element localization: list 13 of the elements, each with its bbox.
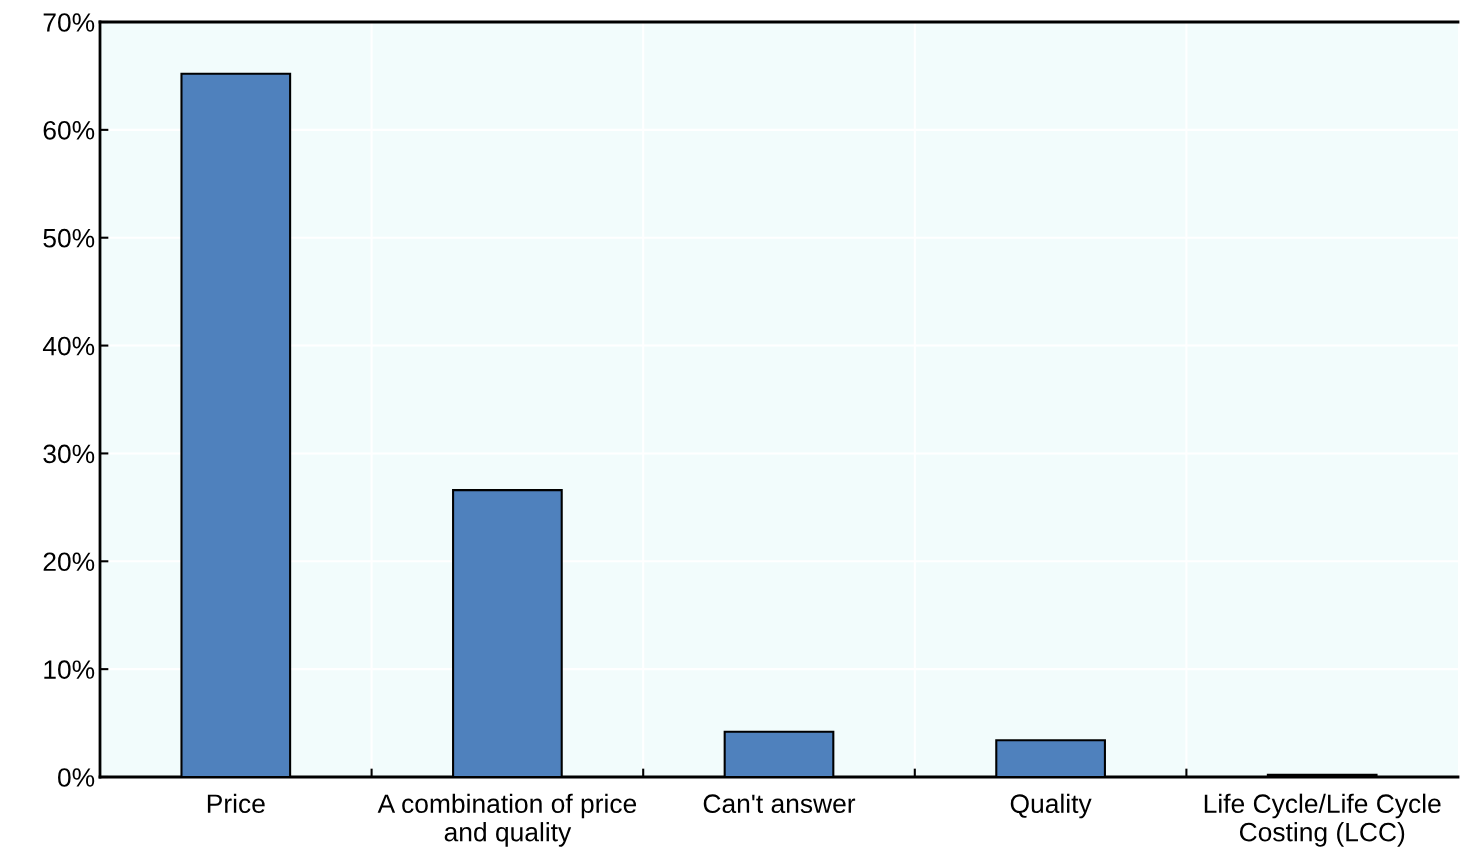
- y-tick-label: 30%: [43, 444, 95, 464]
- x-tick-label: Life Cycle/Life Cycle Costing (LCC): [1204, 793, 1441, 847]
- y-tick-label: 20%: [43, 552, 95, 572]
- x-tick-label: Can't answer: [703, 794, 856, 814]
- y-tick-label: 60%: [43, 120, 95, 140]
- y-tick-label: 40%: [42, 336, 95, 356]
- y-tick-label: 10%: [44, 660, 95, 679]
- y-tick-label: 70%: [43, 13, 95, 32]
- x-tick-label: Quality: [1010, 793, 1092, 819]
- y-tick-label: 0%: [58, 768, 95, 787]
- x-tick-label: A combination of price and quality: [377, 793, 637, 847]
- x-tick-label: Price: [207, 793, 265, 814]
- y-tick-label: 50%: [43, 228, 95, 248]
